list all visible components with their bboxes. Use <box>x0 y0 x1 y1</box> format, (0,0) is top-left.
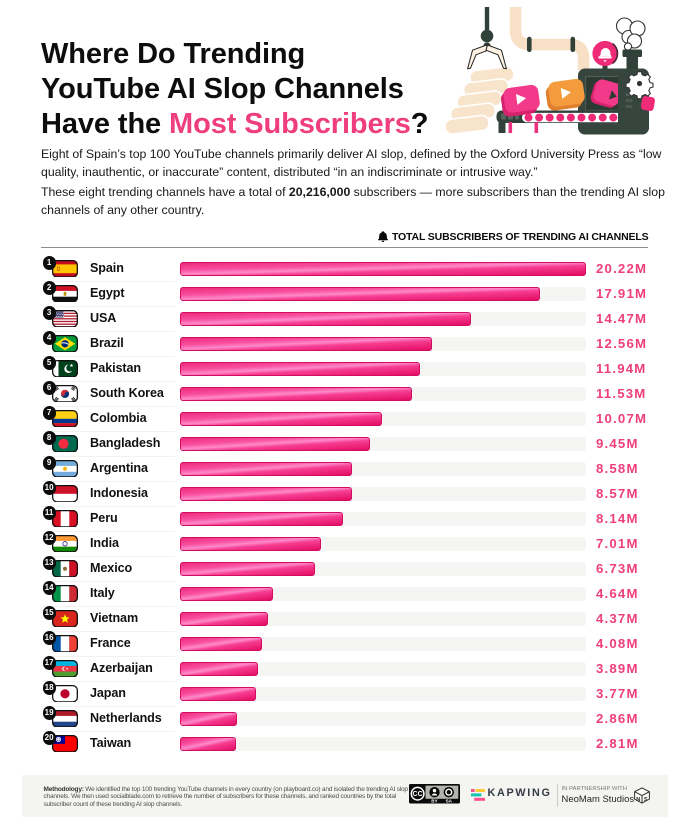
svg-text:CC: CC <box>413 791 423 798</box>
svg-text:N: N <box>636 797 640 803</box>
svg-text:SA: SA <box>446 799 453 804</box>
svg-text:S: S <box>643 797 647 803</box>
svg-text:BY: BY <box>431 799 437 804</box>
